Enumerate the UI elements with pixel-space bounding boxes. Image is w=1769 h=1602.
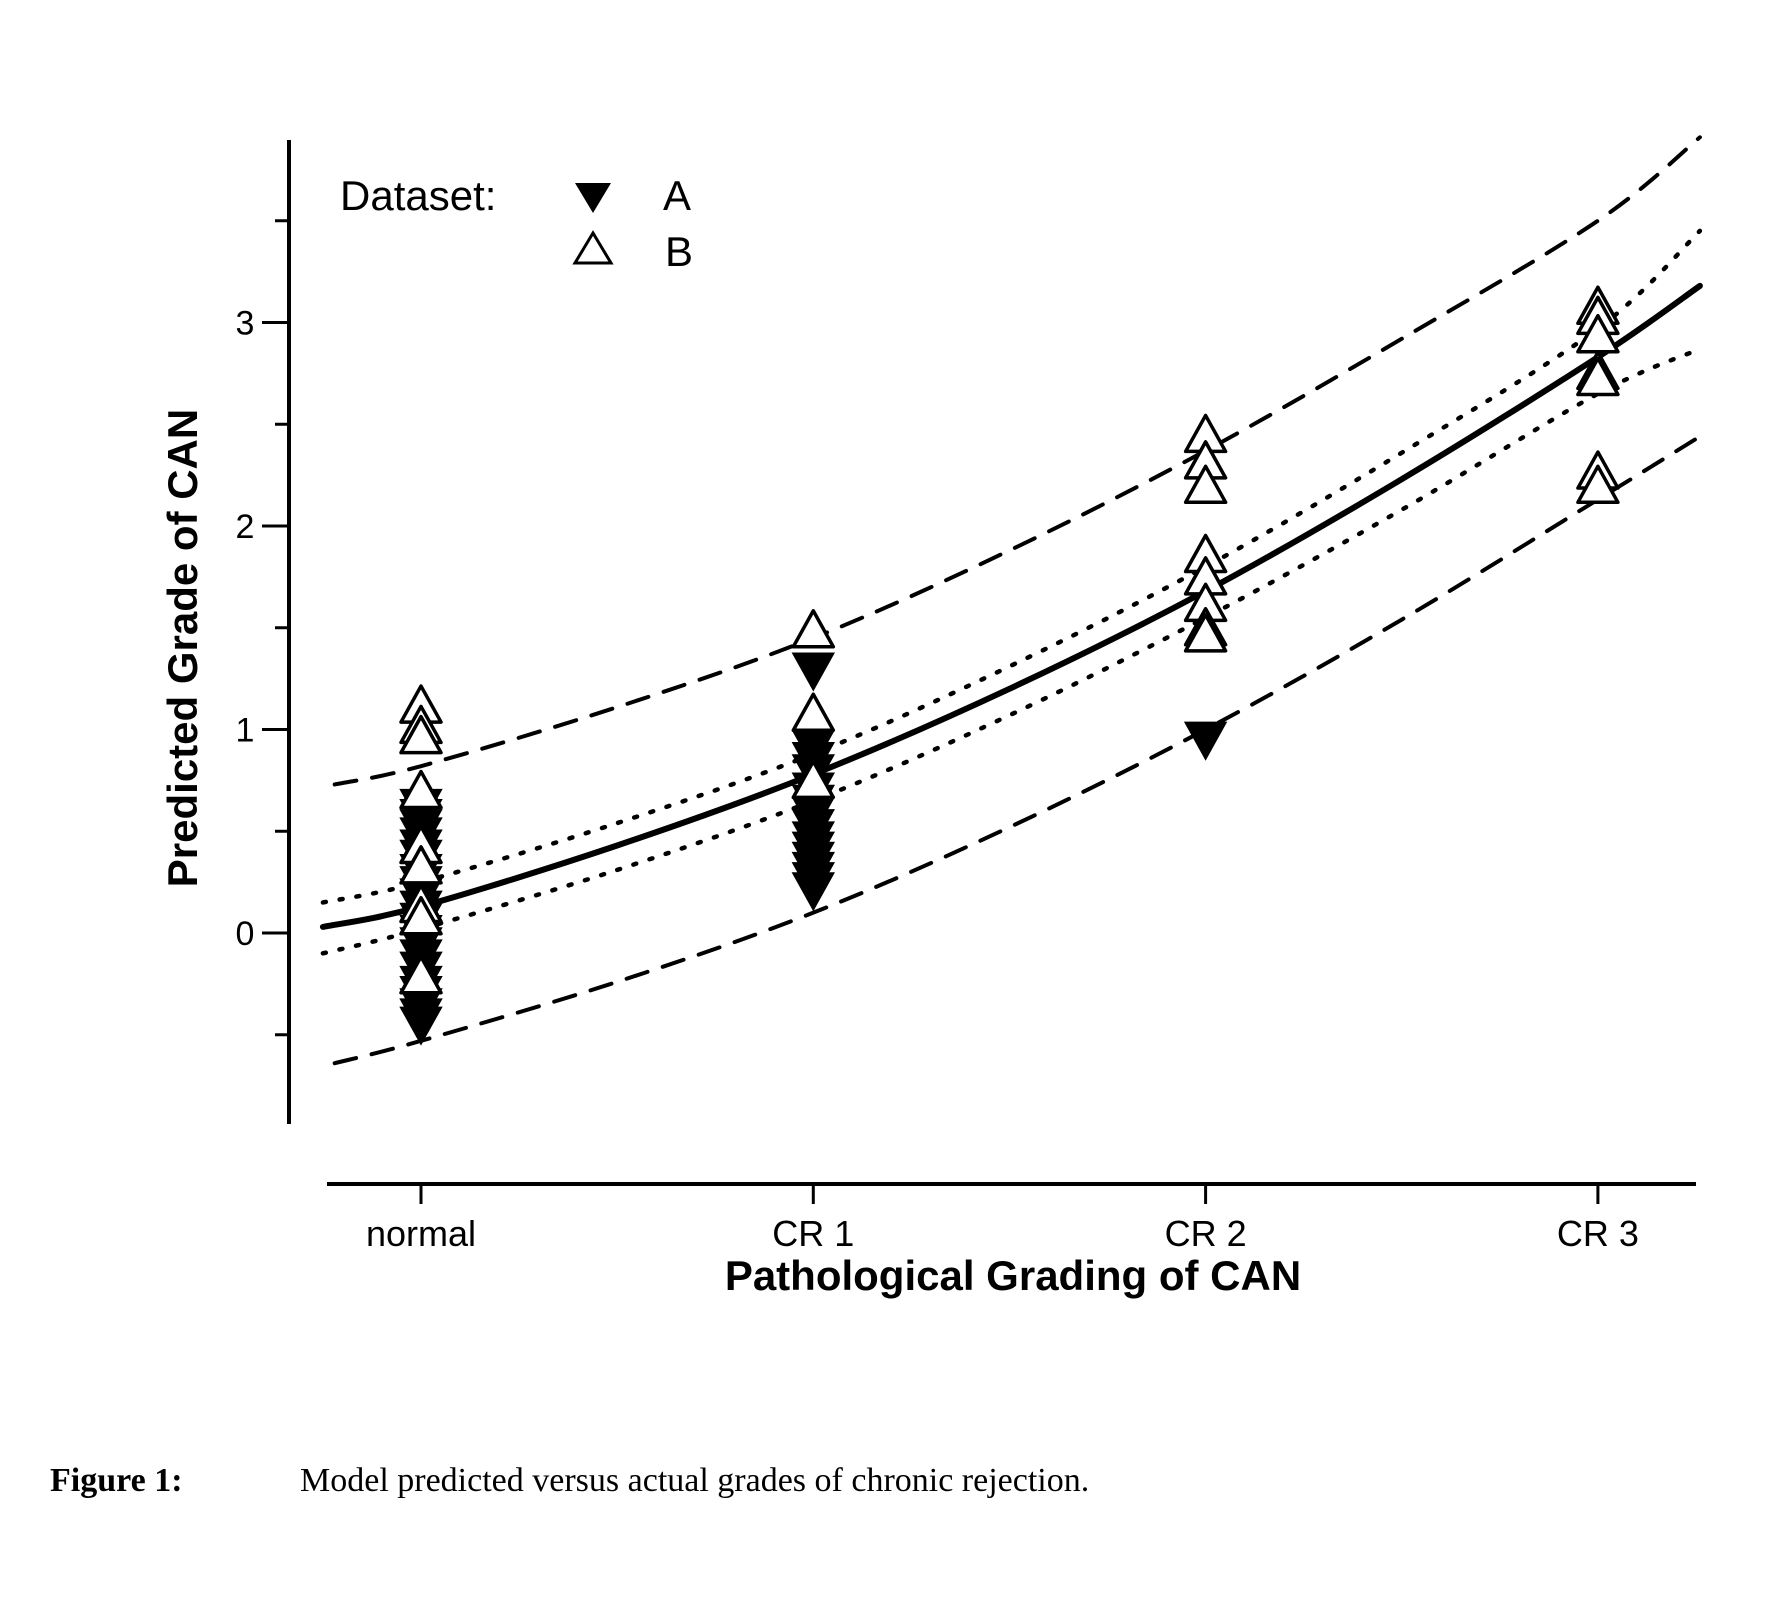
data-point-b [791, 692, 836, 732]
y-tick-label: 1 [236, 712, 255, 750]
y-tick-label: 0 [236, 915, 255, 953]
data-point-b [399, 895, 443, 936]
legend-marker-open-up-triangle-icon [572, 230, 614, 265]
x-axis-label: Pathological Grading of CAN [725, 1252, 1301, 1299]
data-point-b [399, 769, 443, 810]
data-point-b [399, 714, 443, 755]
curve-pi-lower [332, 434, 1702, 1066]
data-point-b [399, 845, 443, 885]
y-axis-label: Predicted Grade of CAN [159, 409, 206, 887]
data-point-a [399, 1006, 443, 1046]
legend-title: Dataset: [340, 172, 496, 219]
curve-pi-upper [332, 135, 1702, 787]
data-point-a [1183, 721, 1228, 761]
curve-ci-lower [320, 346, 1703, 956]
data-point-b [791, 609, 836, 649]
curve-fit [319, 282, 1703, 930]
data-point-b [1183, 464, 1228, 505]
y-axis-ticks: 0 1 2 3 [236, 219, 289, 1037]
x-tick-label: CR 3 [1557, 1213, 1639, 1254]
data-point-a [791, 872, 835, 912]
legend-label-a: A [663, 172, 691, 219]
data-point-b [1576, 356, 1620, 397]
y-tick-label: 3 [236, 305, 255, 343]
figure-caption-text: Model predicted versus actual grades of … [300, 1462, 1090, 1499]
x-tick-label: CR 1 [772, 1213, 854, 1254]
data-point-b [1576, 464, 1620, 505]
x-tick-label: normal [366, 1213, 476, 1254]
data-points [399, 285, 1620, 1046]
legend-marker-filled-down-triangle-icon [575, 183, 611, 213]
curve-ci-upper [320, 228, 1703, 905]
data-point-b [1183, 613, 1228, 653]
data-point-b [791, 759, 836, 800]
data-point-a [791, 652, 835, 692]
legend-label-b: B [665, 228, 693, 275]
x-tick-label: CR 2 [1165, 1213, 1247, 1254]
y-tick-label: 2 [236, 508, 255, 546]
data-point-b [399, 954, 443, 995]
legend: Dataset: A B [340, 172, 693, 275]
fit-curves [319, 135, 1703, 1066]
x-axis-ticks: normal CR 1 CR 2 CR 3 [366, 1184, 1639, 1254]
figure-caption-label: Figure 1: [50, 1462, 183, 1499]
